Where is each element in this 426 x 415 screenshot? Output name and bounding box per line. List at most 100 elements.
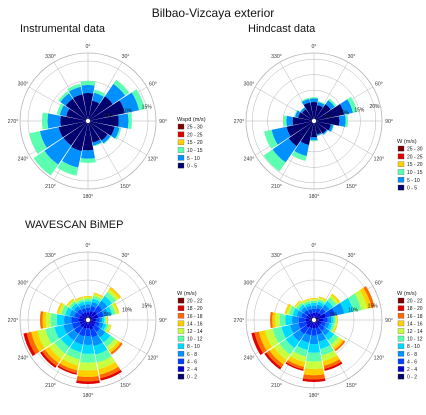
rose-sector-segment bbox=[68, 86, 83, 99]
rose-direction-label: 150° bbox=[346, 383, 357, 389]
rose-sector-segment bbox=[104, 83, 126, 105]
rose-center-dot bbox=[85, 118, 91, 124]
rose-sector-segment bbox=[296, 310, 303, 318]
rose-sector-segment bbox=[359, 287, 372, 309]
rose-sector-segment bbox=[60, 334, 74, 348]
figure-title: Bilbao-Vizcaya exterior bbox=[152, 6, 275, 20]
legend-entry: 4 - 6 bbox=[187, 359, 197, 365]
rose-sector-segment bbox=[79, 304, 86, 310]
legend-swatch bbox=[177, 147, 185, 153]
legend-swatch bbox=[397, 313, 405, 319]
legend-swatch bbox=[177, 155, 185, 161]
rose-sector-segment bbox=[314, 121, 322, 135]
rose-sector-segment bbox=[309, 298, 319, 300]
rose-sector-segment bbox=[40, 311, 44, 329]
rose-sector-segment bbox=[317, 299, 326, 305]
rose-sector-segment bbox=[89, 321, 95, 327]
rose-sector-segment bbox=[65, 307, 73, 317]
rose-direction-label: 270° bbox=[8, 119, 19, 125]
rose-sector-segment bbox=[69, 341, 83, 353]
rose-sector-segment bbox=[88, 121, 115, 136]
rose-sector-segment bbox=[363, 286, 375, 308]
rose-sector-segment bbox=[310, 121, 318, 138]
rose-sector-segment bbox=[286, 121, 314, 137]
rose-sector-segment bbox=[302, 378, 326, 382]
legend-entry: 12 - 14 bbox=[187, 329, 203, 335]
rose-sector-segment bbox=[307, 313, 312, 318]
legend-entry: 2 - 4 bbox=[407, 367, 417, 373]
rose-sector-segment bbox=[71, 121, 88, 152]
rose-sector-segment bbox=[77, 369, 99, 377]
rose-sector-segment bbox=[94, 321, 100, 327]
rose-sector-segment bbox=[294, 300, 302, 308]
rose-panel-wavescan-left: 5% 10% 15% 0° 30° 60° 90° 120° 150° 180° 210° 240° 2… bbox=[8, 243, 203, 399]
rose-sector-segment bbox=[327, 323, 333, 331]
rose-sector-segment bbox=[310, 300, 318, 304]
rose-sector-segment bbox=[298, 304, 306, 312]
rose-sector-segment bbox=[294, 109, 298, 118]
rose-sector-segment bbox=[91, 335, 103, 347]
rose-sector-segment bbox=[81, 308, 87, 314]
rose-sector-segment bbox=[86, 312, 90, 317]
rose-sector-segment bbox=[345, 114, 348, 128]
rose-direction-label: 90° bbox=[385, 119, 393, 125]
legend-swatch bbox=[397, 297, 405, 304]
rose-sector-segment bbox=[310, 312, 314, 318]
rose-sector-segment bbox=[88, 100, 100, 121]
rose-sector-segment bbox=[95, 317, 100, 323]
rose-sector-segment bbox=[65, 347, 82, 360]
rose-sector-segment bbox=[263, 149, 286, 172]
rose-sector-segment bbox=[91, 298, 100, 305]
rose-sector-segment bbox=[330, 293, 341, 304]
rose-sector-segment bbox=[107, 324, 112, 334]
rose-sector-segment bbox=[314, 116, 340, 126]
rose-sector-segment bbox=[63, 315, 72, 325]
legend-swatch bbox=[397, 328, 405, 334]
legend-title: Wspd (m/s) bbox=[177, 117, 206, 123]
rose-sector-segment bbox=[67, 329, 79, 341]
rose-ring-label: 15% bbox=[142, 105, 153, 111]
rose-sector-segment bbox=[314, 312, 319, 317]
rose-sector-segment bbox=[93, 293, 103, 300]
rose-sector-segment bbox=[333, 316, 336, 324]
rose-ring-label: 5% bbox=[104, 113, 112, 119]
rose-sector-segment bbox=[61, 305, 69, 316]
rose-sector-segment bbox=[81, 149, 95, 159]
rose-sector-segment bbox=[311, 305, 317, 309]
rose-sector-segment bbox=[131, 89, 145, 111]
rose-sector-segment bbox=[272, 326, 287, 344]
rose-sector-segment bbox=[88, 121, 101, 143]
rose-sector-segment bbox=[106, 316, 109, 324]
legend-swatch bbox=[397, 320, 405, 327]
rose-sector-segment bbox=[56, 302, 64, 314]
rose-sector-segment bbox=[288, 121, 314, 147]
rose-sector-segment bbox=[93, 89, 106, 97]
rose-sector-segment bbox=[110, 126, 120, 139]
rose-sector-segment bbox=[264, 352, 282, 370]
rose-sector-segment bbox=[40, 351, 57, 368]
rose-sector-segment bbox=[107, 289, 119, 301]
rose-sector-segment bbox=[272, 312, 276, 328]
rose-sector-segment bbox=[73, 305, 81, 313]
rose-sector-segment bbox=[73, 94, 88, 121]
rose-sector-segment bbox=[59, 358, 79, 371]
rose-sector-segment bbox=[57, 365, 77, 375]
rose-sector-segment bbox=[321, 350, 338, 362]
rose-sector-segment bbox=[67, 83, 81, 92]
rose-sector-segment bbox=[98, 362, 119, 375]
rose-sector-segment bbox=[324, 330, 335, 341]
rose-sector-segment bbox=[312, 312, 316, 317]
rose-ring-label: 20% bbox=[369, 104, 380, 110]
rose-sector-segment bbox=[118, 113, 129, 129]
rose-sector-segment bbox=[317, 101, 326, 105]
rose-sector-segment bbox=[304, 360, 324, 369]
rose-sector-segment bbox=[303, 368, 325, 376]
rose-sector-segment bbox=[310, 101, 318, 121]
rose-sector-segment bbox=[31, 330, 45, 352]
rose-sector-segment bbox=[83, 312, 88, 317]
rose-direction-label: 240° bbox=[18, 157, 29, 163]
legend-entry: 0 - 5 bbox=[407, 186, 417, 192]
rose-sector-segment bbox=[312, 323, 316, 329]
rose-sector-segment bbox=[303, 374, 325, 380]
rose-sector-segment bbox=[77, 301, 85, 307]
